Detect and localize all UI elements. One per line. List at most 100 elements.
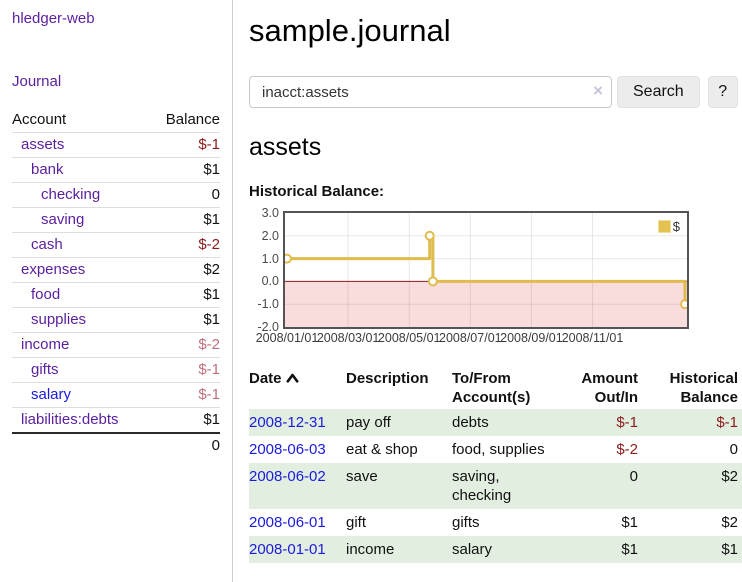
chart-y-tick-label: 2.0 — [261, 228, 279, 243]
transaction-amount: $1 — [621, 514, 638, 531]
sidebar-account-link[interactable]: bank — [31, 161, 64, 178]
transaction-balance: $-1 — [716, 414, 738, 431]
chart-x-tick-label: 2008/05/01 — [377, 331, 441, 345]
transaction-balance: $2 — [721, 514, 738, 531]
account-balance: $1 — [149, 207, 220, 233]
sidebar: hledger-web Journal Account Balance asse… — [0, 0, 233, 582]
accounts-total-value: 0 — [149, 432, 220, 458]
chart-y-tick-label: 3.0 — [261, 206, 279, 220]
account-row: food $1 — [12, 282, 220, 308]
account-balance: $1 — [149, 407, 220, 433]
transaction-date-link[interactable]: 2008-01-01 — [249, 541, 326, 558]
sidebar-account-link[interactable]: salary — [31, 386, 72, 403]
sidebar-account-link[interactable]: expenses — [21, 261, 86, 278]
chart-canvas — [285, 213, 687, 327]
register-header-balance: Historical Balance — [669, 370, 738, 406]
transaction-accounts: salary — [452, 541, 493, 558]
register-header-date-label: Date — [249, 370, 282, 387]
account-row: cash $-2 — [12, 232, 220, 258]
register-table: Date Description To/From Account(s) Amou… — [249, 367, 742, 563]
account-balance: $1 — [149, 157, 220, 183]
account-balance: $-1 — [149, 382, 220, 408]
register-row[interactable]: 2008-06-02 save saving, checking 0 $2 — [249, 463, 742, 509]
chart-x-tick-label: 2008/07/01 — [439, 331, 502, 345]
chart-x-tick-label: 2008/03/01 — [316, 331, 380, 345]
chart-x-tick-label: 2008/09/01 — [500, 331, 563, 345]
register-row[interactable]: 2008-01-01 income salary $1 $1 — [249, 536, 742, 563]
register-row[interactable]: 2008-12-31 pay off debts $-1 $-1 — [249, 409, 742, 436]
transaction-balance: 0 — [729, 441, 738, 458]
transaction-date-link[interactable]: 2008-12-31 — [249, 414, 326, 431]
register-header-date[interactable]: Date — [249, 367, 346, 409]
account-balance: $1 — [149, 307, 220, 333]
account-balance: $-1 — [149, 132, 220, 158]
transaction-balance: $2 — [721, 468, 738, 485]
chart-y-tick-label: 0.0 — [261, 274, 279, 289]
search-input[interactable] — [249, 76, 612, 108]
sidebar-account-link[interactable]: income — [21, 336, 70, 353]
brand-link[interactable]: hledger-web — [12, 10, 95, 27]
chart-y-tick-label: -2.0 — [257, 320, 279, 334]
transaction-accounts: food, supplies — [452, 441, 545, 458]
transaction-accounts: debts — [452, 414, 489, 431]
transaction-description: save — [346, 468, 378, 485]
sidebar-account-link[interactable]: checking — [41, 186, 101, 203]
legend-label: $ — [672, 219, 680, 234]
sidebar-account-link[interactable]: supplies — [31, 311, 87, 328]
account-row: gifts $-1 — [12, 357, 220, 383]
transaction-balance: $1 — [721, 541, 738, 558]
accounts-header-row: Account Balance — [12, 108, 220, 133]
register-row[interactable]: 2008-06-03 eat & shop food, supplies $-2 0 — [249, 436, 742, 463]
account-row: bank $1 — [12, 157, 220, 183]
chart-x-tick-label: 2008/11/01 — [561, 331, 624, 345]
chart-y-tick-label: 1.0 — [261, 251, 279, 266]
account-row: assets $-1 — [12, 132, 220, 158]
register-header-row: Date Description To/From Account(s) Amou… — [249, 367, 742, 409]
register-header-accounts: To/From Account(s) — [452, 370, 531, 406]
sidebar-item-journal[interactable]: Journal — [12, 73, 62, 90]
search-row: × Search ? — [249, 76, 742, 108]
account-row: salary $-1 — [12, 382, 220, 408]
sidebar-account-link[interactable]: gifts — [31, 361, 59, 378]
register-rows: 2008-12-31 pay off debts $-1 $-1 2008-06-03 ea… — [249, 409, 742, 563]
sidebar-account-link[interactable]: cash — [31, 236, 63, 253]
account-row: saving $1 — [12, 207, 220, 233]
sidebar-account-link[interactable]: saving — [41, 211, 85, 228]
account-row: supplies $1 — [12, 307, 220, 333]
search-button[interactable]: Search — [617, 76, 700, 108]
sort-ascending-icon — [286, 369, 299, 388]
accounts-total-row: 0 — [12, 432, 220, 458]
chart-x-tick-label: 2008/01/01 — [255, 331, 319, 345]
account-balance: $2 — [149, 257, 220, 283]
main-content: sample.journal × Search ? assets Histori… — [233, 0, 742, 582]
transaction-date-link[interactable]: 2008-06-03 — [249, 441, 326, 458]
accounts-rows: assets $-1 bank $1 checking 0 saving $1 cash $-2 e… — [12, 132, 220, 458]
chart-title: Historical Balance: — [249, 183, 385, 200]
historical-balance-chart: $ 3.0 2.0 1.0 0.0 -1.0 -2.0 2008/01/01 2008/03… — [249, 206, 693, 345]
search-field-wrap: × — [249, 76, 612, 108]
transaction-description: gift — [346, 514, 367, 531]
register-row[interactable]: 2008-06-01 gift gifts $1 $2 — [249, 509, 742, 536]
transaction-description: pay off — [346, 414, 391, 431]
account-balance: $-2 — [149, 332, 220, 358]
transaction-accounts: gifts — [452, 514, 480, 531]
transaction-date-link[interactable]: 2008-06-01 — [249, 514, 326, 531]
account-row: income $-2 — [12, 332, 220, 358]
account-row: checking 0 — [12, 182, 220, 208]
transaction-description: eat & shop — [346, 441, 418, 458]
legend-swatch-icon — [657, 220, 671, 233]
transaction-date-link[interactable]: 2008-06-02 — [249, 468, 326, 485]
chart-plot-area: $ — [283, 211, 689, 329]
sidebar-account-link[interactable]: assets — [21, 136, 65, 153]
register-header-description: Description — [346, 370, 429, 387]
clear-search-icon[interactable]: × — [593, 81, 603, 100]
transaction-description: income — [346, 541, 395, 558]
transaction-amount: 0 — [629, 468, 638, 485]
sidebar-account-link[interactable]: liabilities:debts — [21, 411, 119, 428]
help-button[interactable]: ? — [707, 76, 738, 108]
sidebar-account-link[interactable]: food — [31, 286, 61, 303]
account-balance: 0 — [149, 182, 220, 208]
account-balance: $1 — [149, 282, 220, 308]
account-row: liabilities:debts $1 — [12, 407, 220, 433]
register-header-amount: Amount Out/In — [581, 370, 638, 406]
